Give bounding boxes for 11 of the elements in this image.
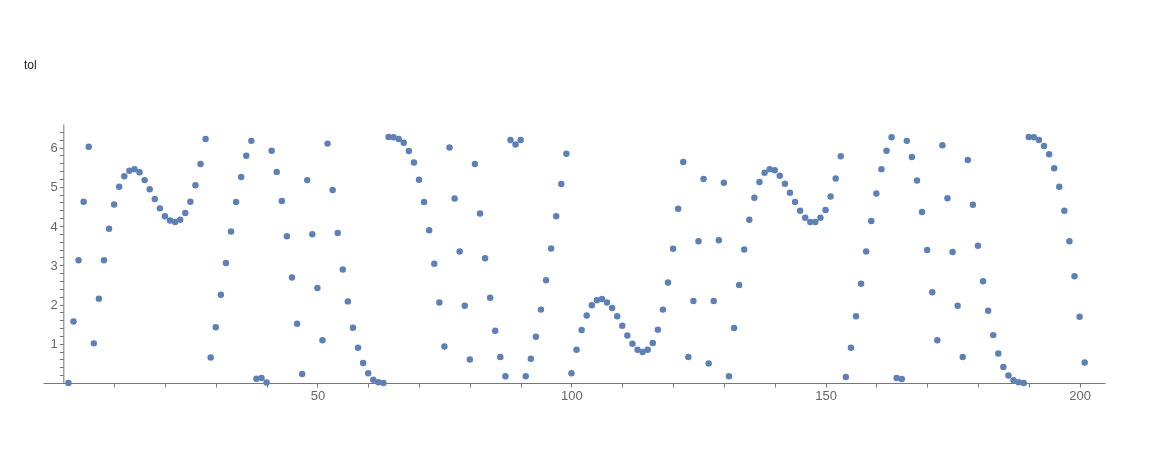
- x-tick-label: 100: [561, 387, 583, 403]
- y-tick-label: 5: [50, 179, 58, 195]
- y-tick-label: 2: [50, 297, 58, 313]
- y-tick-label: 4: [50, 218, 58, 234]
- y-tick-label: 3: [50, 257, 58, 273]
- y-tick-label: 1: [50, 336, 58, 352]
- x-tick-label: 150: [815, 387, 837, 403]
- y-tick-label: 6: [50, 140, 58, 156]
- text: tol: [24, 58, 37, 72]
- x-tick-label: 50: [310, 387, 326, 403]
- x-tick-label: 200: [1069, 387, 1091, 403]
